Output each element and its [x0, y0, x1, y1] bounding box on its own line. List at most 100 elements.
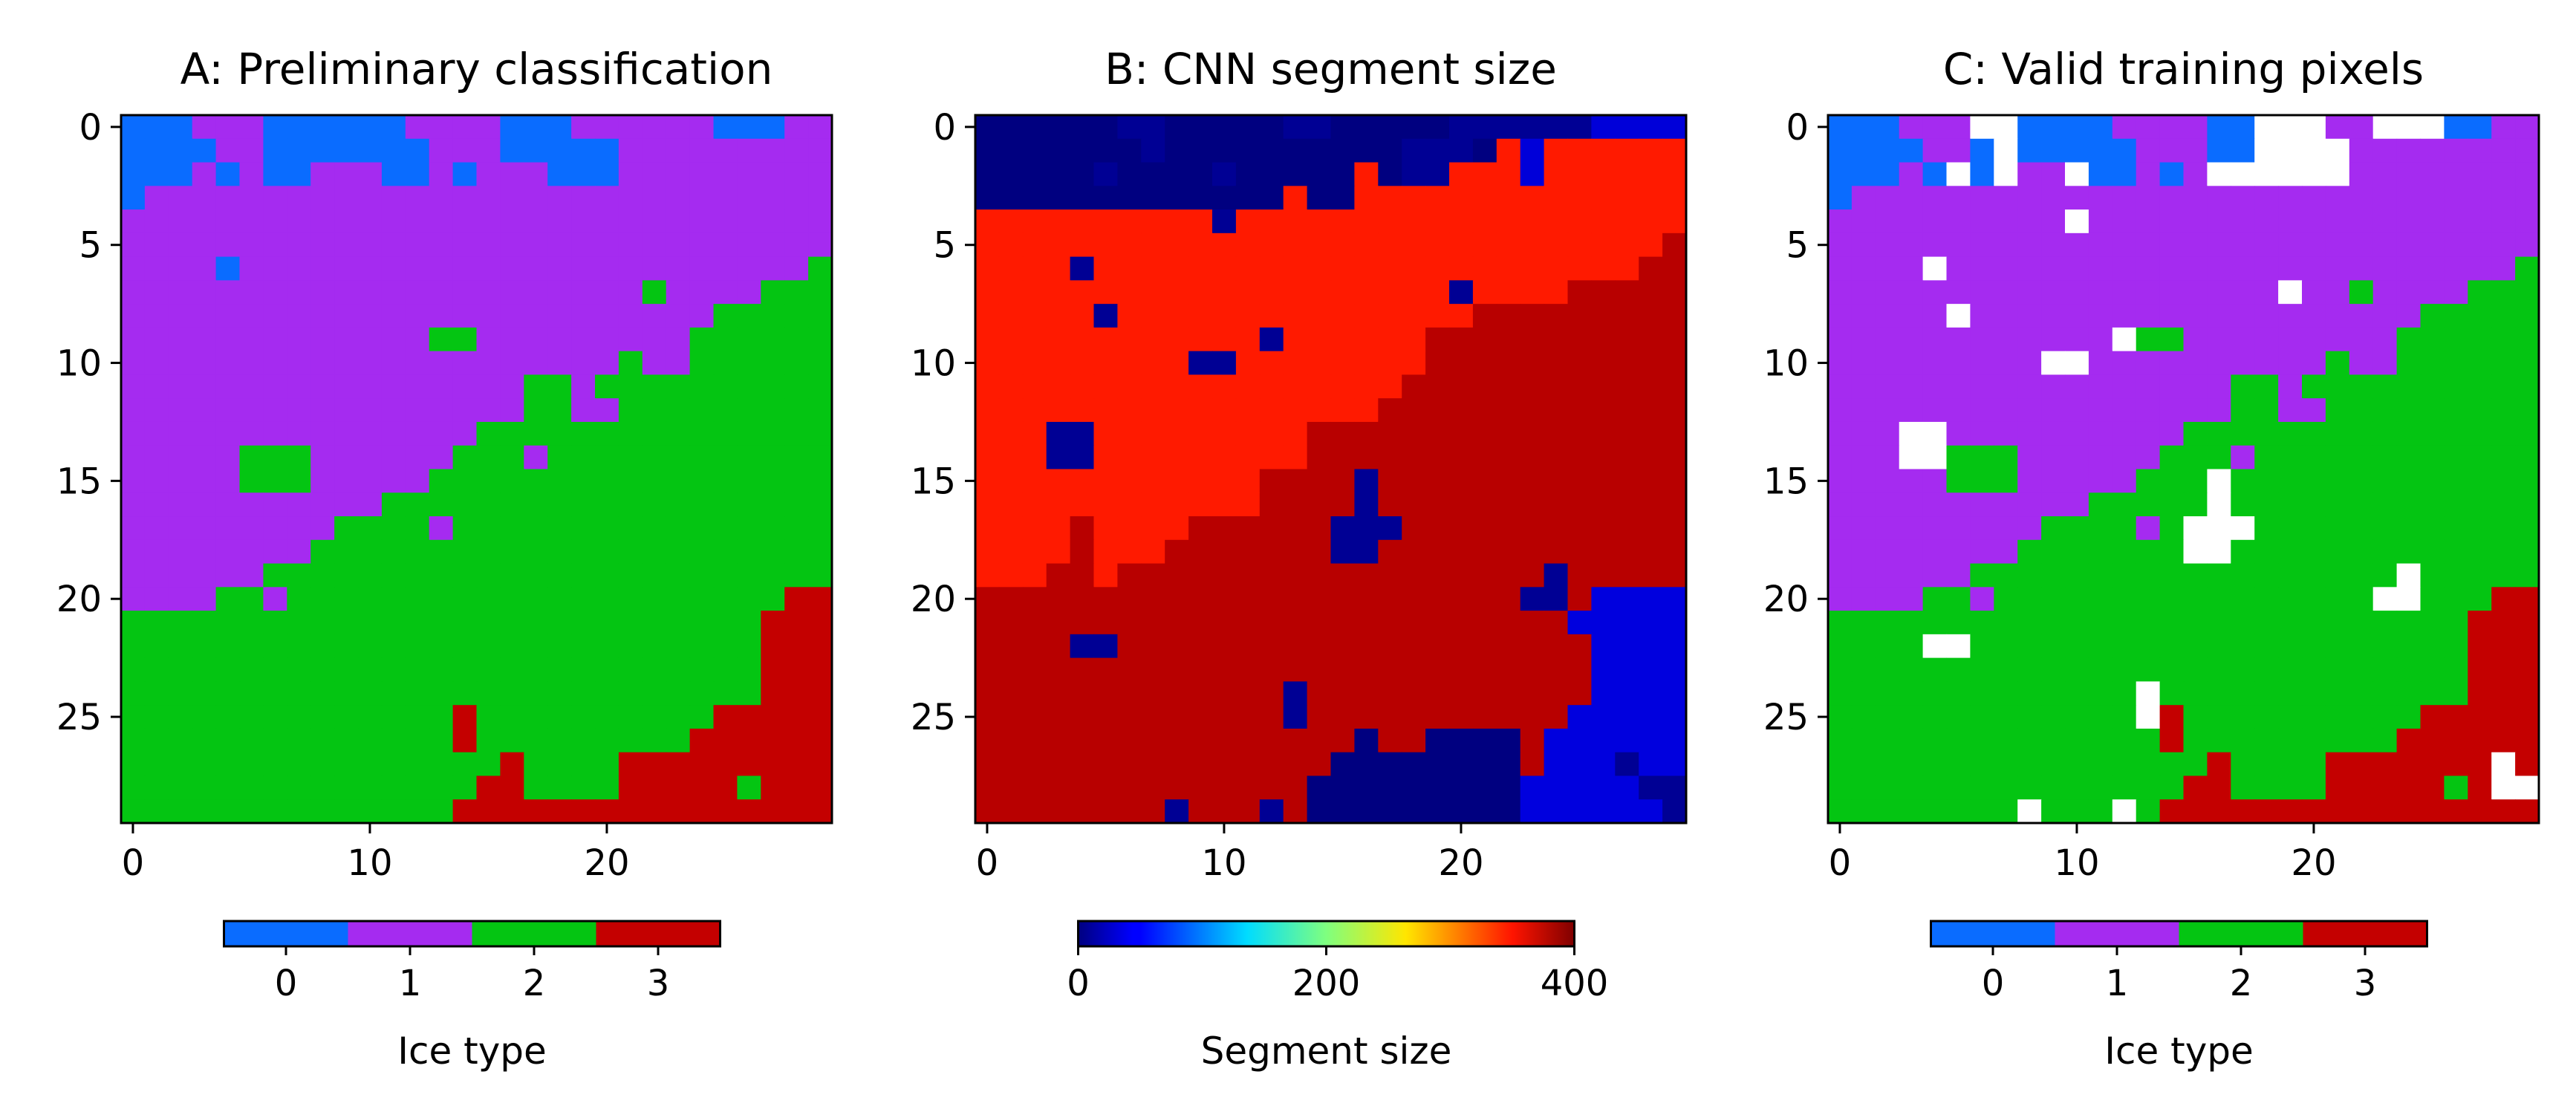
heatmap-cell	[1307, 799, 1332, 824]
heatmap-cell	[1022, 115, 1047, 140]
heatmap-cell	[808, 374, 833, 399]
y-tick-label: 0	[79, 107, 102, 149]
heatmap-cell	[334, 634, 359, 659]
heatmap-cell	[1472, 304, 1497, 328]
heatmap-cell	[1946, 138, 1971, 163]
heatmap-cell	[1165, 232, 1189, 258]
heatmap-cell	[571, 445, 596, 470]
heatmap-cell	[1615, 657, 1639, 682]
heatmap-cell	[452, 469, 478, 493]
heatmap-cell	[381, 705, 406, 729]
heatmap-cell	[1165, 611, 1189, 635]
heatmap-cell	[666, 587, 691, 611]
heatmap-cell	[192, 445, 217, 470]
heatmap-cell	[1165, 304, 1189, 328]
heatmap-cell	[1259, 752, 1284, 777]
heatmap-cell	[1259, 327, 1284, 352]
heatmap-cell	[192, 280, 217, 305]
heatmap-cell	[2017, 752, 2042, 777]
heatmap-cell	[239, 327, 264, 352]
heatmap-cell	[2088, 657, 2113, 682]
heatmap-cell	[784, 232, 809, 258]
heatmap-cell	[2159, 186, 2185, 210]
heatmap-cell	[334, 351, 359, 376]
heatmap-cell	[1662, 516, 1687, 541]
heatmap-cell	[1354, 445, 1379, 470]
heatmap-cell	[1307, 587, 1332, 611]
heatmap-cell	[452, 398, 478, 423]
heatmap-cell	[263, 209, 287, 234]
heatmap-cell	[1946, 115, 1971, 140]
heatmap-cell	[144, 611, 169, 635]
heatmap-cell	[761, 374, 785, 399]
heatmap-cell	[2468, 232, 2492, 258]
heatmap-cell	[2112, 232, 2137, 258]
heatmap-cell	[310, 681, 335, 706]
heatmap-cell	[1662, 115, 1687, 140]
heatmap-cell	[975, 516, 1000, 541]
heatmap-cell	[1639, 681, 1663, 706]
heatmap-cell	[1970, 327, 1994, 352]
heatmap-cell	[2420, 516, 2445, 541]
heatmap-cell	[263, 775, 287, 800]
heatmap-cell	[168, 162, 193, 186]
heatmap-cell	[1472, 705, 1497, 729]
heatmap-cell	[2136, 256, 2161, 281]
heatmap-cell	[1449, 516, 1474, 541]
heatmap-cell	[689, 232, 715, 258]
heatmap-cell	[263, 162, 287, 186]
heatmap-cell	[1828, 634, 1853, 659]
heatmap-cell	[1283, 398, 1308, 423]
heatmap-cell	[1307, 138, 1332, 163]
heatmap-cell	[1402, 539, 1426, 565]
heatmap-cell	[784, 327, 809, 352]
heatmap-cell	[1472, 587, 1497, 611]
heatmap-cell	[1544, 398, 1569, 423]
heatmap-cell	[2396, 374, 2421, 399]
heatmap-cell	[1046, 445, 1071, 470]
heatmap-cell	[310, 587, 335, 611]
heatmap-cell	[1970, 209, 1994, 234]
heatmap-cell	[1851, 327, 1876, 352]
heatmap-cell	[2444, 657, 2468, 682]
heatmap-cell	[2515, 256, 2540, 281]
heatmap-cell	[1259, 657, 1284, 682]
heatmap-cell	[689, 539, 715, 565]
heatmap-cell	[595, 492, 619, 517]
heatmap-cell	[1828, 516, 1853, 541]
heatmap-cell	[1567, 728, 1592, 753]
heatmap-cell	[1994, 752, 2018, 777]
heatmap-cell	[1235, 351, 1261, 376]
heatmap-cell	[2088, 492, 2113, 517]
heatmap-cell	[642, 634, 667, 659]
heatmap-cell	[334, 162, 359, 186]
heatmap-cell	[1544, 492, 1569, 517]
heatmap-cell	[1615, 799, 1639, 824]
heatmap-cell	[452, 327, 478, 352]
heatmap-cell	[784, 516, 809, 541]
heatmap-cell	[2325, 280, 2350, 305]
heatmap-cell	[1970, 421, 1994, 446]
heatmap-cell	[2349, 115, 2374, 140]
heatmap-cell	[2491, 327, 2516, 352]
heatmap-cell	[1165, 728, 1189, 753]
heatmap-cell	[1591, 634, 1616, 659]
heatmap-cell	[2372, 304, 2398, 328]
heatmap-cell	[1093, 799, 1118, 824]
heatmap-cell	[666, 232, 691, 258]
heatmap-cell	[144, 657, 169, 682]
heatmap-cell	[524, 563, 548, 588]
heatmap-cell	[1378, 232, 1402, 258]
heatmap-cell	[429, 492, 454, 517]
heatmap-cell	[761, 256, 785, 281]
heatmap-cell	[1022, 138, 1047, 163]
heatmap-cell	[1117, 705, 1142, 729]
heatmap-cell	[1307, 469, 1332, 493]
heatmap-cell	[2183, 539, 2208, 565]
heatmap-cell	[1093, 728, 1118, 753]
heatmap-cell	[1946, 799, 1971, 824]
y-tick-label: 25	[1763, 697, 1809, 738]
heatmap-cell	[618, 752, 643, 777]
heatmap-cell	[1425, 186, 1450, 210]
heatmap-cell	[1922, 374, 1948, 399]
